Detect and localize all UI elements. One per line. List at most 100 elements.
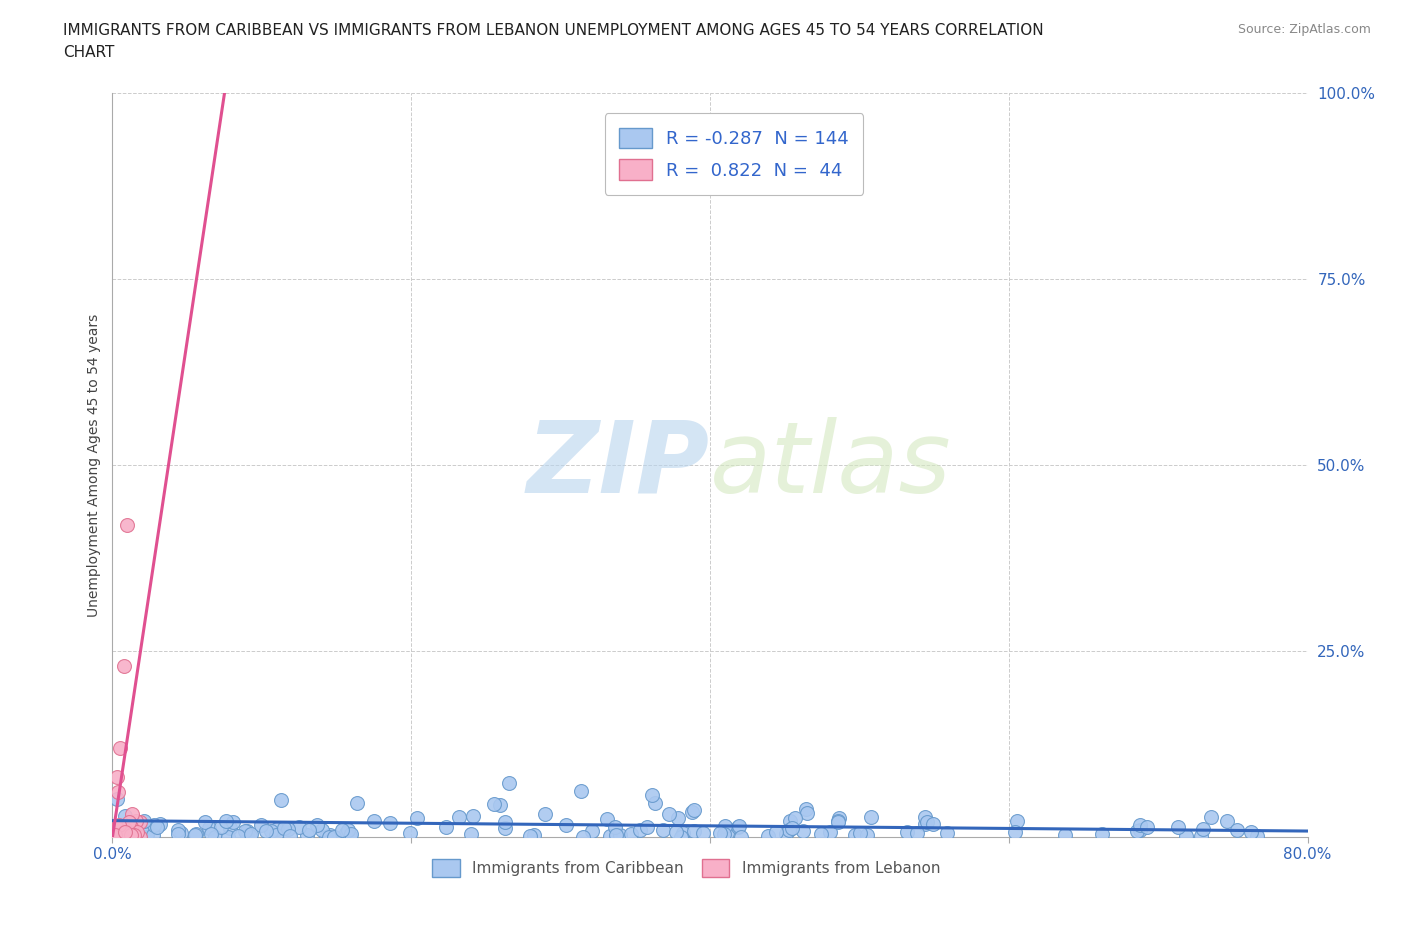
Point xyxy=(665,825,688,840)
Point xyxy=(114,658,135,673)
Point xyxy=(183,828,205,843)
Text: Source: ZipAtlas.com: Source: ZipAtlas.com xyxy=(1237,23,1371,36)
Point xyxy=(142,817,165,832)
Point xyxy=(120,819,142,834)
Point xyxy=(254,824,277,839)
Point xyxy=(315,830,337,844)
Point xyxy=(219,820,242,835)
Point xyxy=(112,827,135,842)
Point xyxy=(266,821,288,836)
Point xyxy=(727,819,749,834)
Point xyxy=(1126,824,1149,839)
Point xyxy=(628,822,651,837)
Point xyxy=(406,811,429,826)
Legend: Immigrants from Caribbean, Immigrants from Lebanon: Immigrants from Caribbean, Immigrants fr… xyxy=(420,847,952,889)
Point xyxy=(340,827,363,842)
Point xyxy=(112,824,135,839)
Point xyxy=(114,821,136,836)
Point xyxy=(709,826,731,841)
Text: atlas: atlas xyxy=(710,417,952,513)
Text: IMMIGRANTS FROM CARIBBEAN VS IMMIGRANTS FROM LEBANON UNEMPLOYMENT AMONG AGES 45 : IMMIGRANTS FROM CARIBBEAN VS IMMIGRANTS … xyxy=(63,23,1043,38)
Point xyxy=(856,828,879,843)
Point xyxy=(796,806,818,821)
Point xyxy=(108,817,131,832)
Point xyxy=(118,828,141,843)
Point xyxy=(669,830,692,844)
Point xyxy=(101,829,124,844)
Point xyxy=(461,809,484,824)
Point xyxy=(672,825,695,840)
Point xyxy=(142,827,165,842)
Point xyxy=(914,809,936,824)
Point xyxy=(605,828,627,843)
Point xyxy=(658,807,681,822)
Point xyxy=(641,788,664,803)
Point xyxy=(620,827,643,842)
Point xyxy=(114,825,136,840)
Point xyxy=(198,820,221,835)
Point xyxy=(104,825,127,840)
Point xyxy=(222,815,245,830)
Point xyxy=(921,817,943,831)
Point xyxy=(1226,822,1249,837)
Point xyxy=(827,814,849,829)
Point xyxy=(668,810,690,825)
Point xyxy=(110,828,132,843)
Point xyxy=(482,796,505,811)
Point xyxy=(120,830,142,844)
Point xyxy=(107,785,129,800)
Point xyxy=(217,830,239,844)
Point xyxy=(1053,827,1076,842)
Point xyxy=(103,827,125,842)
Point xyxy=(1136,819,1159,834)
Point xyxy=(323,830,346,844)
Point xyxy=(713,818,735,833)
Point xyxy=(692,826,714,841)
Point xyxy=(295,827,318,842)
Point xyxy=(107,829,129,844)
Point xyxy=(1189,829,1212,844)
Point xyxy=(104,829,127,844)
Point xyxy=(114,808,136,823)
Point xyxy=(936,825,959,840)
Point xyxy=(1091,827,1114,842)
Point xyxy=(765,825,787,840)
Point xyxy=(449,809,471,824)
Point xyxy=(1192,821,1215,836)
Point xyxy=(534,806,557,821)
Point xyxy=(810,827,832,842)
Y-axis label: Unemployment Among Ages 45 to 54 years: Unemployment Among Ages 45 to 54 years xyxy=(87,313,101,617)
Point xyxy=(146,819,169,834)
Point xyxy=(778,822,800,837)
Point xyxy=(716,826,738,841)
Point xyxy=(713,827,735,842)
Point xyxy=(128,830,150,844)
Point xyxy=(103,822,125,837)
Point xyxy=(209,819,232,834)
Point xyxy=(311,823,333,838)
Point xyxy=(796,802,818,817)
Point xyxy=(105,791,128,806)
Point xyxy=(112,830,135,844)
Point xyxy=(108,740,131,755)
Point xyxy=(460,827,482,842)
Text: CHART: CHART xyxy=(63,45,115,60)
Point xyxy=(266,828,288,843)
Point xyxy=(307,817,329,832)
Point xyxy=(186,827,208,842)
Point xyxy=(1216,813,1239,828)
Point xyxy=(683,802,706,817)
Point xyxy=(215,814,238,829)
Point xyxy=(494,820,516,835)
Point xyxy=(603,819,626,834)
Point xyxy=(1246,829,1268,844)
Point xyxy=(226,829,249,844)
Point xyxy=(554,817,576,832)
Point xyxy=(779,814,801,829)
Point xyxy=(108,824,131,839)
Point xyxy=(112,826,135,841)
Point xyxy=(167,826,190,841)
Point xyxy=(120,828,142,843)
Point xyxy=(335,826,357,841)
Point xyxy=(273,820,295,835)
